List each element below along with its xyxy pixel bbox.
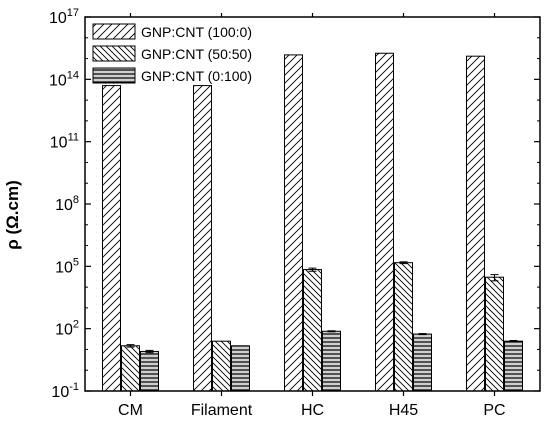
y-tick-label: 102 [55, 319, 79, 339]
x-tick-label: CM [118, 402, 143, 419]
y-tick-label: 108 [55, 194, 79, 214]
y-tick-label: 10-1 [51, 381, 79, 401]
bar [102, 85, 121, 392]
y-tick-label: 1011 [50, 132, 79, 152]
x-tick-label: PC [483, 402, 505, 419]
bar [504, 340, 523, 392]
legend-swatch [92, 23, 136, 40]
bar [140, 350, 159, 392]
y-axis-title: ρ (Ω.cm) [3, 180, 22, 250]
bar [394, 262, 413, 392]
bar [466, 55, 485, 392]
legend-swatch [92, 45, 136, 62]
bar [375, 52, 394, 392]
legend-label: GNP:CNT (50:50) [141, 46, 252, 62]
legend-label: GNP:CNT (0:100) [141, 68, 252, 84]
y-tick-label: 1014 [49, 69, 79, 89]
x-tick-label: H45 [389, 402, 418, 419]
bar [322, 330, 341, 392]
bar [284, 54, 303, 392]
bar [485, 276, 504, 392]
bar [193, 85, 212, 392]
y-tick-label: 105 [55, 256, 79, 276]
bar [231, 345, 250, 392]
bar [121, 345, 140, 392]
x-tick-label: HC [301, 402, 324, 419]
bar [212, 340, 231, 392]
bar [303, 269, 322, 392]
legend-swatch [92, 67, 136, 84]
bar [413, 333, 432, 392]
legend-label: GNP:CNT (100:0) [141, 24, 252, 40]
y-tick-label: 1017 [49, 7, 79, 27]
x-tick-label: Filament [191, 402, 253, 419]
